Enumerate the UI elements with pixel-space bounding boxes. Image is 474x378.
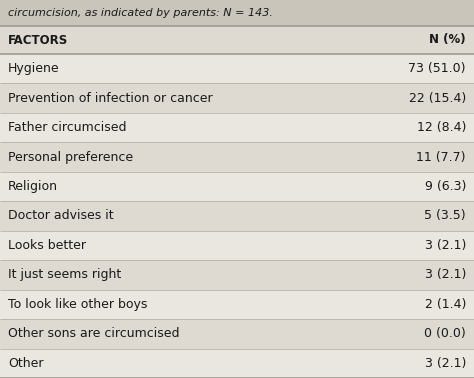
- Text: 22 (15.4): 22 (15.4): [409, 92, 466, 105]
- Text: Prevention of infection or cancer: Prevention of infection or cancer: [8, 92, 213, 105]
- Bar: [0, 319, 474, 349]
- Text: It just seems right: It just seems right: [8, 268, 121, 281]
- Text: Personal preference: Personal preference: [8, 150, 133, 164]
- Bar: [0, 54, 474, 84]
- Bar: [0, 143, 474, 172]
- Text: 0 (0.0): 0 (0.0): [424, 327, 466, 340]
- Bar: [0, 231, 474, 260]
- Text: 73 (51.0): 73 (51.0): [409, 62, 466, 75]
- Text: 2 (1.4): 2 (1.4): [425, 298, 466, 311]
- Bar: [0, 113, 474, 143]
- Text: Hygiene: Hygiene: [8, 62, 60, 75]
- Text: To look like other boys: To look like other boys: [8, 298, 147, 311]
- Bar: [0, 290, 474, 319]
- Bar: [0, 84, 474, 113]
- Text: 3 (2.1): 3 (2.1): [425, 239, 466, 252]
- Text: Father circumcised: Father circumcised: [8, 121, 127, 134]
- Text: 3 (2.1): 3 (2.1): [425, 357, 466, 370]
- Bar: [0, 201, 474, 231]
- Text: Doctor advises it: Doctor advises it: [8, 209, 114, 223]
- Bar: [0, 0, 474, 26]
- Text: Other sons are circumcised: Other sons are circumcised: [8, 327, 180, 340]
- Bar: [0, 260, 474, 290]
- Text: 3 (2.1): 3 (2.1): [425, 268, 466, 281]
- Text: N (%): N (%): [429, 34, 466, 46]
- Text: 12 (8.4): 12 (8.4): [417, 121, 466, 134]
- Text: Looks better: Looks better: [8, 239, 86, 252]
- Text: 9 (6.3): 9 (6.3): [425, 180, 466, 193]
- Text: Religion: Religion: [8, 180, 58, 193]
- Text: Other: Other: [8, 357, 44, 370]
- Bar: [0, 26, 474, 54]
- Text: 5 (3.5): 5 (3.5): [424, 209, 466, 223]
- Text: FACTORS: FACTORS: [8, 34, 68, 46]
- Bar: [0, 172, 474, 201]
- Bar: [0, 349, 474, 378]
- Text: circumcision, as indicated by parents: N = 143.: circumcision, as indicated by parents: N…: [8, 8, 273, 18]
- Text: 11 (7.7): 11 (7.7): [417, 150, 466, 164]
